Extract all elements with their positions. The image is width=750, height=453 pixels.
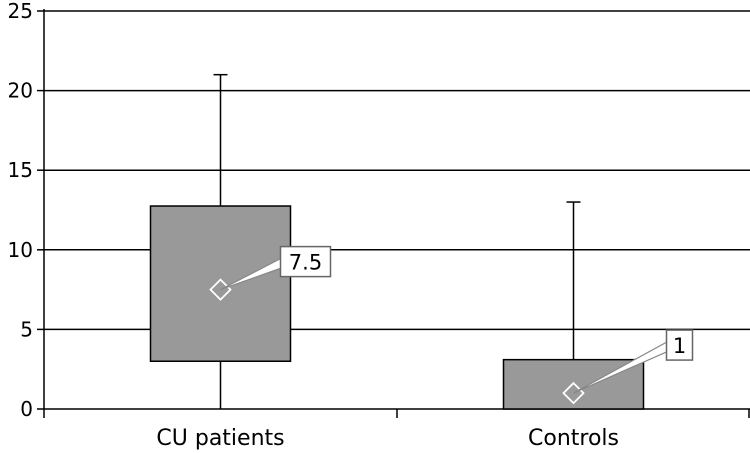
data-label-box: [665, 329, 694, 361]
y-axis: 0 5 10 15 20 25: [8, 0, 45, 421]
y-tick-label: 20: [8, 79, 33, 103]
y-tick-label: 25: [8, 0, 33, 23]
y-tick-label: 10: [8, 238, 33, 262]
data-label: 1: [673, 334, 686, 358]
boxes: 7.51: [149, 73, 694, 410]
x-axis: CU patients Controls: [43, 408, 750, 451]
x-category-label: CU patients: [156, 426, 284, 451]
data-label: 7.5: [289, 251, 322, 275]
y-tick-label: 0: [20, 397, 33, 421]
y-tick-label: 5: [20, 317, 33, 341]
data-label-box: [279, 245, 332, 278]
y-tick-label: 15: [8, 158, 33, 182]
x-category-label: Controls: [528, 426, 619, 451]
